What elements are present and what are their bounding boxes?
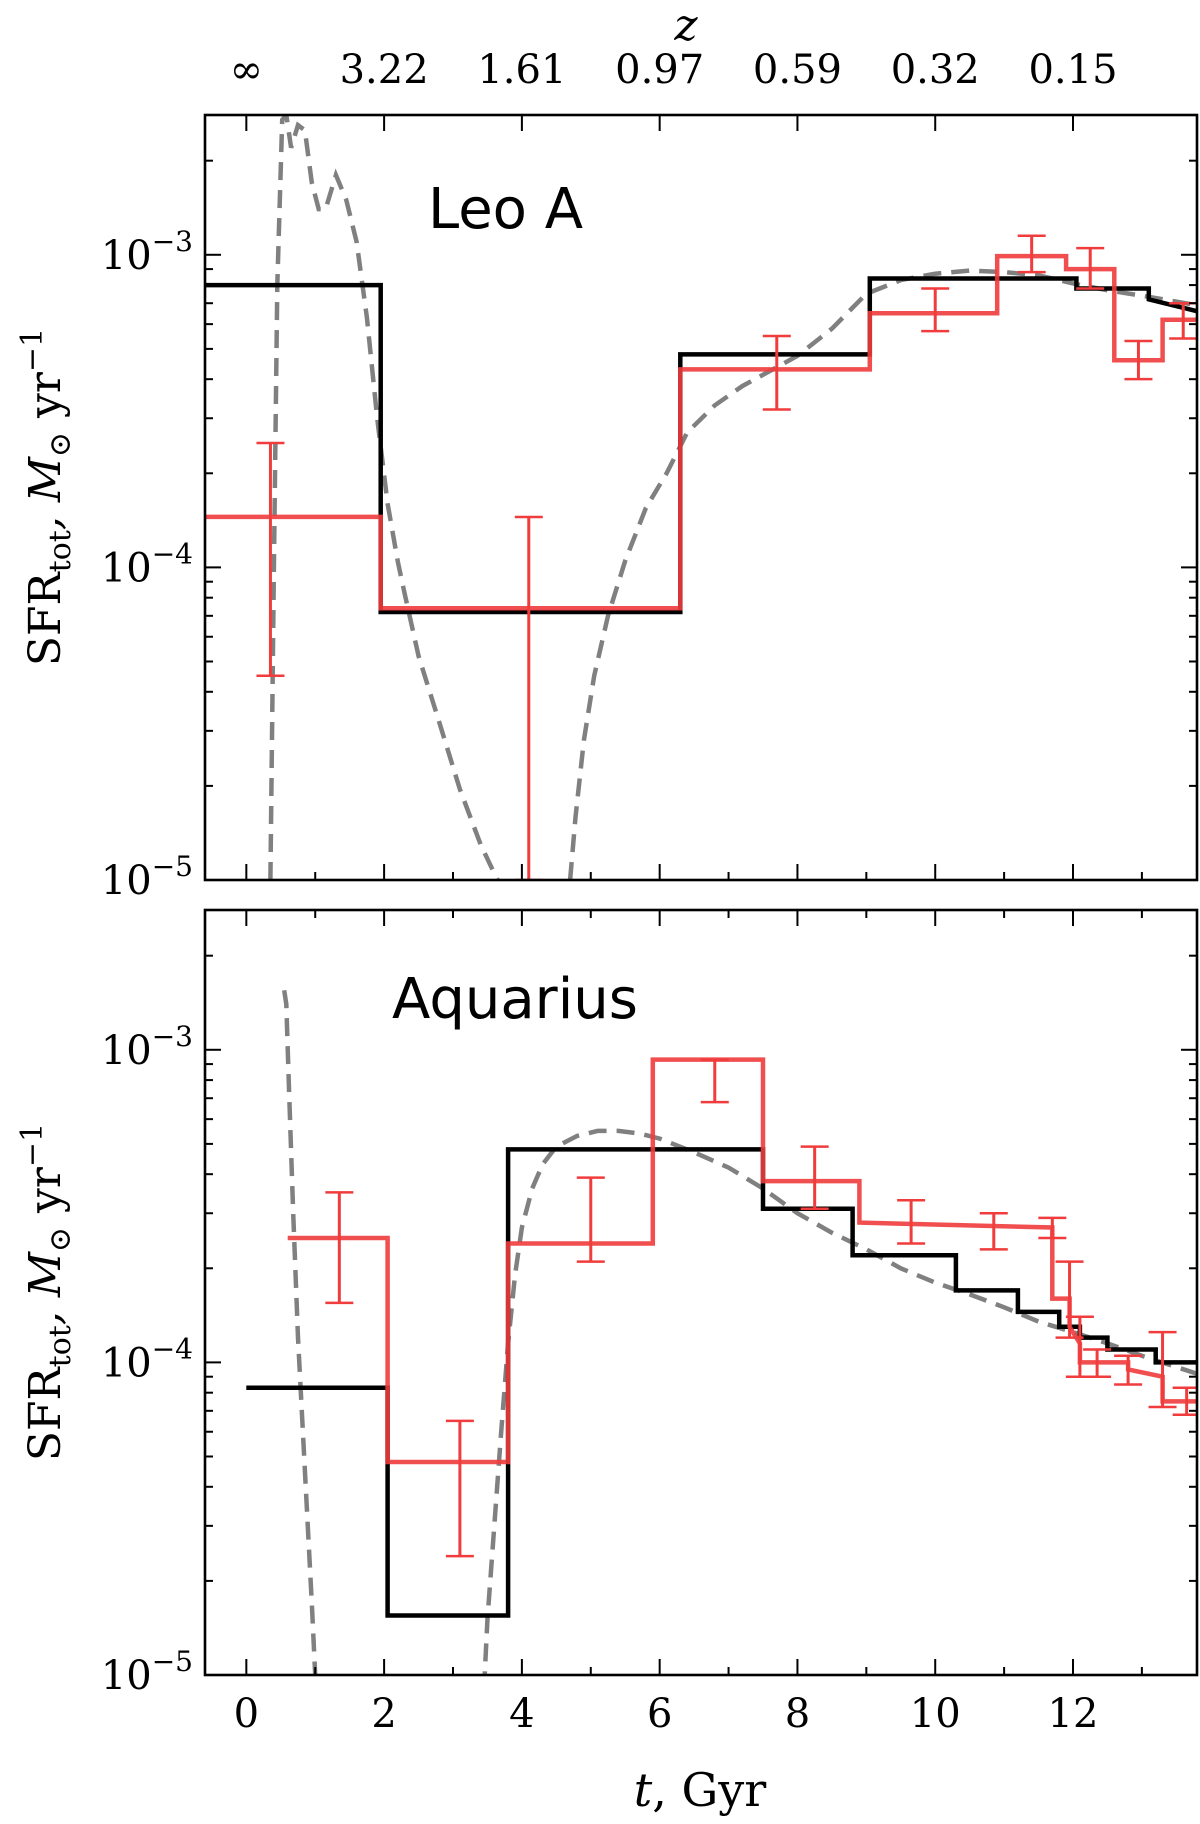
error-bar (1124, 339, 1153, 381)
xtick-label: 4 (509, 1691, 534, 1737)
xtick-label: 0 (234, 1691, 259, 1737)
ytick-label: 10−5 (101, 850, 193, 904)
error-bar (256, 441, 285, 678)
top-axis-tick-label: ∞ (230, 47, 263, 93)
plot-area-top (205, 115, 1197, 880)
error-bar (700, 1058, 729, 1104)
ticks-bottom: 10−5 10−4 10−3 0 2 4 6 8 10 12 (101, 910, 1197, 1737)
panel-top: 10−5 10−4 10−3 ∞ 3.22 1.61 0.97 0.59 0.32 0.15 Le… (15, 0, 1199, 904)
error-bar (1083, 1348, 1112, 1378)
plot-area-bottom (246, 989, 1197, 1675)
xtick-label: 6 (647, 1691, 672, 1737)
top-axis-label: z (673, 0, 698, 51)
top-axis-tick-label: 0.32 (891, 47, 980, 93)
ytick-label: 10−3 (101, 225, 193, 279)
ytick-label: 10−4 (101, 537, 193, 591)
top-axis-tick-label: 1.61 (477, 47, 566, 93)
plot-frame-bottom (203, 908, 1199, 1677)
error-bar (897, 1199, 926, 1245)
error-bar (1114, 1354, 1143, 1386)
error-bar (514, 515, 543, 880)
top-axis-tick-label: 0.15 (1028, 47, 1117, 93)
xlabel-bottom-main: t (634, 1763, 653, 1817)
xtick-label: 10 (910, 1691, 961, 1737)
series-grey-dashed-0-2 (268, 115, 501, 880)
panel-label-bottom: Aquarius (392, 967, 638, 1032)
ylabel-bottom: SFRtot, M⊙ yr−1 (15, 1123, 78, 1461)
xlabel-bottom: t, Gyr (634, 1763, 766, 1817)
error-bar (1148, 1330, 1177, 1409)
error-bar (325, 1191, 354, 1305)
ylabel-bottom-main: SFR (20, 1365, 71, 1461)
series-grey-dashed-0-3 (567, 268, 1197, 880)
ylabel-bottom-exp: −1 (15, 1123, 50, 1167)
error-bar (979, 1211, 1008, 1251)
error-bar (1076, 246, 1105, 290)
ylabel-top-main: SFR (20, 570, 71, 666)
panel-bottom: 10−5 10−4 10−3 0 2 4 6 8 10 12 Aquarius SFRtot, M… (15, 908, 1199, 1817)
error-bar (576, 1176, 605, 1263)
ylabel-bottom-sub: tot (43, 1325, 78, 1367)
error-bar (921, 287, 950, 333)
top-axis-tick-label: 0.59 (753, 47, 842, 93)
ytick-label: 10−4 (101, 1332, 193, 1386)
xlabel-bottom-rest: , Gyr (652, 1763, 766, 1817)
series-red-step-0-1 (205, 253, 1197, 611)
ylabel-top-sub: tot (43, 530, 78, 572)
series-black-step-0-0 (205, 276, 1197, 615)
error-bar (800, 1145, 829, 1211)
top-axis-tick-label: 0.97 (615, 47, 704, 93)
panel-label-top: Leo A (428, 177, 583, 242)
ylabel-bottom-unit: , M (20, 1251, 71, 1325)
error-bar (762, 334, 791, 411)
ylabel-top: SFRtot, M⊙ yr−1 (15, 328, 78, 666)
top-axis-tick-label: 3.22 (340, 47, 429, 93)
xtick-label: 2 (371, 1691, 396, 1737)
ylabel-bottom-sun: ⊙ (43, 1227, 78, 1252)
ylabel-top-yr: yr (20, 371, 71, 432)
ylabel-bottom-yr: yr (20, 1166, 71, 1227)
error-bar (1017, 234, 1046, 274)
series-grey-dashed-1-3 (482, 1128, 1197, 1675)
error-bar (1038, 1216, 1067, 1240)
ytick-label: 10−3 (101, 1020, 193, 1074)
svg-text:SFRtot, M⊙ yr−1: SFRtot, M⊙ yr−1 (15, 1123, 78, 1461)
ylabel-top-unit: , M (20, 456, 71, 530)
series-grey-dashed-1-2 (281, 989, 318, 1675)
xtick-label: 12 (1048, 1691, 1099, 1737)
svg-text:SFRtot, M⊙ yr−1: SFRtot, M⊙ yr−1 (15, 328, 78, 666)
ylabel-top-sun: ⊙ (43, 432, 78, 457)
ticks-top: 10−5 10−4 10−3 ∞ 3.22 1.61 0.97 0.59 0.32 0.15 (101, 47, 1197, 904)
plot-frame-top (203, 113, 1199, 882)
ytick-label: 10−5 (101, 1645, 193, 1699)
error-bar (445, 1419, 474, 1558)
xtick-label: 8 (785, 1691, 810, 1737)
ylabel-top-exp: −1 (15, 328, 50, 372)
